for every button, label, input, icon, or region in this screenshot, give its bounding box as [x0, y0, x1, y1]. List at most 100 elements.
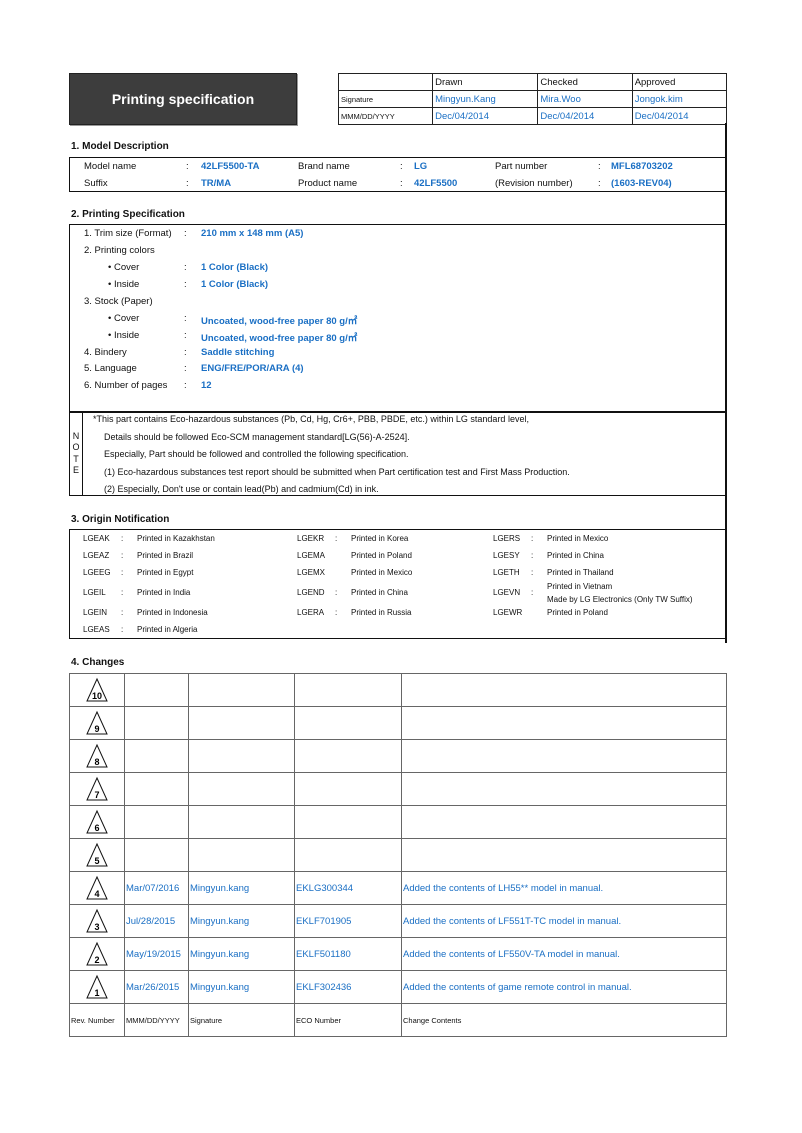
date-label: MMM/DD/YYYY	[337, 107, 434, 125]
colon: :	[531, 534, 534, 543]
origin-text: Printed in India	[137, 588, 191, 597]
change-eco	[294, 805, 402, 839]
colon: :	[184, 262, 187, 273]
spec-label: • Cover	[108, 313, 140, 324]
change-signature	[188, 838, 295, 872]
spec-label: 3. Stock (Paper)	[84, 296, 153, 307]
change-contents: Added the contents of game remote contro…	[401, 970, 727, 1004]
rev-number: 4	[94, 889, 99, 899]
rev-number: 6	[94, 823, 99, 833]
origin-text: Printed in Brazil	[137, 551, 194, 560]
origin-text: Printed in China	[351, 588, 408, 597]
footer-label: Signature	[188, 1003, 295, 1037]
revision-triangle-icon: 2	[86, 941, 108, 966]
origin-text-2: Made by LG Electronics (Only TW Suffix)	[547, 595, 693, 604]
revision-triangle-icon: 7	[86, 776, 108, 801]
colon: :	[598, 178, 601, 189]
model-field-label: Brand name	[298, 161, 350, 172]
drawn-signature: Mingyun.Kang	[432, 90, 539, 108]
change-contents	[401, 805, 727, 839]
origin-code: LGEIN	[83, 608, 108, 617]
origin-text: Printed in Korea	[351, 534, 409, 543]
colon: :	[335, 588, 338, 597]
revision-triangle-icon: 4	[86, 875, 108, 900]
rev-cell: 10	[69, 673, 125, 707]
change-signature: Mingyun.kang	[188, 937, 295, 971]
origin-box: LGEAK: Printed in Kazakhstan LGEAZ: Printed…	[69, 529, 727, 639]
change-date	[124, 838, 189, 872]
colon: :	[184, 228, 187, 239]
change-row: 5	[69, 838, 727, 872]
spec-label: • Cover	[108, 262, 140, 273]
rev-cell: 3	[69, 904, 125, 938]
change-signature	[188, 673, 295, 707]
change-date	[124, 772, 189, 806]
rev-number: 1	[94, 988, 99, 998]
origin-text: Printed in Russia	[351, 608, 412, 617]
colon: :	[121, 625, 124, 634]
note-letter: E	[72, 465, 79, 475]
change-signature: Mingyun.kang	[188, 970, 295, 1004]
origin-text: Printed in Mexico	[547, 534, 609, 543]
change-contents	[401, 838, 727, 872]
change-row: 6	[69, 805, 727, 839]
model-field-label: (Revision number)	[495, 178, 573, 189]
model-field-label: Part number	[495, 161, 548, 172]
checked-date: Dec/04/2014	[537, 107, 633, 125]
footer-label: Change Contents	[401, 1003, 727, 1037]
spec-label: • Inside	[108, 279, 140, 290]
colon: :	[335, 608, 338, 617]
origin-text: Printed in China	[547, 551, 604, 560]
spec-value: 1 Color (Black)	[201, 279, 269, 290]
change-signature	[188, 739, 295, 773]
change-eco: EKLF701905	[294, 904, 402, 938]
colon: :	[531, 568, 534, 577]
model-field-value: 42LF5500-TA	[201, 161, 260, 172]
spec-label: 1. Trim size (Format)	[84, 228, 172, 239]
change-signature	[188, 772, 295, 806]
change-row: 8	[69, 739, 727, 773]
colon: :	[184, 279, 187, 290]
spec-label: 5. Language	[84, 363, 137, 374]
printing-heading: 2. Printing Specification	[71, 209, 185, 220]
header-checked: Checked	[537, 73, 633, 91]
spec-label: • Inside	[108, 330, 140, 341]
origin-code: LGEAS	[83, 625, 110, 634]
change-contents: Added the contents of LF550V-TA model in…	[401, 937, 727, 971]
origin-text: Printed in Poland	[351, 551, 412, 560]
change-row: 2 May/19/2015 Mingyun.kang EKLF501180 Added …	[69, 937, 727, 971]
note-line: (2) Especially, Don't use or contain lea…	[104, 484, 379, 494]
model-field-value: TR/MA	[201, 178, 232, 189]
note-letter: N	[72, 430, 80, 441]
revision-triangle-icon: 5	[86, 842, 108, 867]
drawn-date: Dec/04/2014	[432, 107, 539, 125]
note-letter: T	[73, 453, 79, 464]
change-signature: Mingyun.kang	[188, 904, 295, 938]
rev-number: 9	[94, 724, 99, 734]
model-field-label: Product name	[298, 178, 358, 189]
spec-value: Uncoated, wood-free paper 80 g/㎡	[201, 316, 358, 327]
printing-box: 1. Trim size (Format): 210 mm x 148 mm (A…	[69, 224, 727, 413]
origin-code: LGEAZ	[83, 551, 110, 560]
origin-heading: 3. Origin Notification	[71, 514, 170, 525]
approved-signature: Jongok.kim	[631, 90, 728, 108]
colon: :	[335, 534, 338, 543]
colon: :	[186, 178, 189, 189]
colon: :	[598, 161, 601, 172]
changes-heading: 4. Changes	[71, 657, 125, 668]
spec-label: 6. Number of pages	[84, 380, 168, 391]
colon: :	[121, 534, 124, 543]
rev-cell: 5	[69, 838, 125, 872]
colon: :	[186, 161, 189, 172]
rev-number: 8	[94, 757, 99, 767]
footer-label: Rev. Number	[69, 1003, 125, 1037]
rev-number: 3	[94, 922, 99, 932]
change-signature: Mingyun.kang	[188, 871, 295, 905]
revision-triangle-icon: 9	[86, 710, 108, 735]
right-frame-line	[725, 123, 727, 643]
origin-text: Printed in Indonesia	[137, 608, 208, 617]
origin-code: LGERS	[493, 534, 521, 543]
signature-label: Signature	[337, 90, 434, 108]
rev-number: 7	[94, 790, 99, 800]
